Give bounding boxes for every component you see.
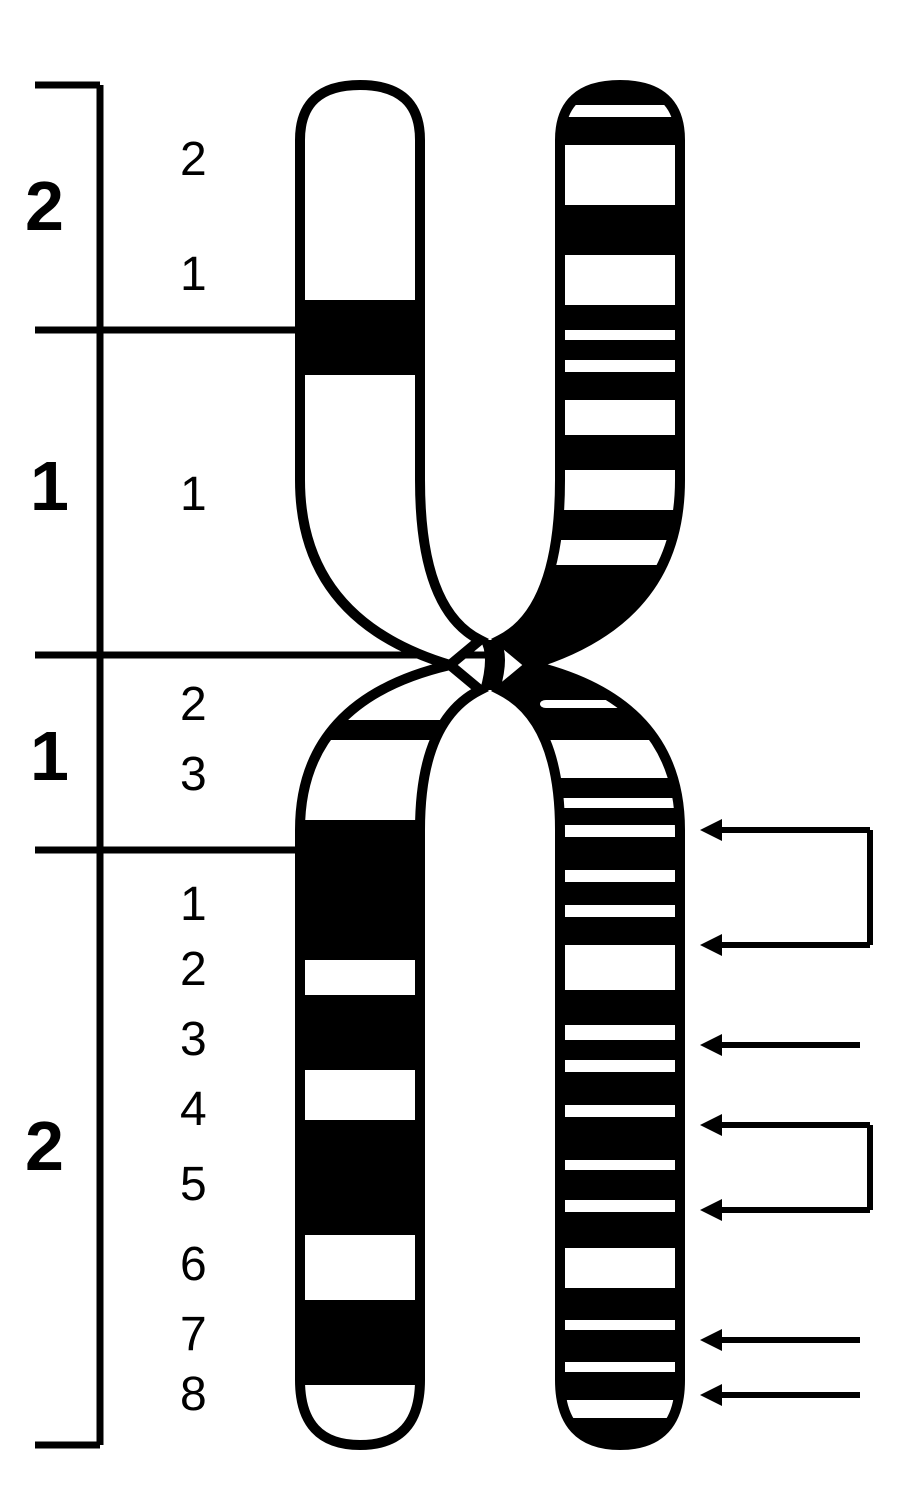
arrow-head-icon — [700, 1199, 722, 1221]
arrow-head-icon — [700, 1384, 722, 1406]
band-label: 2 — [180, 678, 207, 731]
centromere — [480, 640, 505, 690]
left-q-arm — [280, 665, 500, 1445]
right-p-arm — [500, 85, 700, 665]
arrow-head-icon — [700, 1329, 722, 1351]
left-p-band — [280, 300, 480, 375]
band-label: 3 — [180, 748, 207, 801]
band-label: 2 — [180, 133, 207, 186]
left-q-band — [280, 720, 500, 740]
region-label: 1 — [30, 447, 69, 525]
band-label: 4 — [180, 1083, 207, 1136]
left-q-band — [280, 1300, 500, 1385]
left-q-band — [280, 1120, 500, 1235]
left-p-arm — [280, 85, 480, 665]
band-label: 8 — [180, 1368, 207, 1421]
band-label: 6 — [180, 1238, 207, 1291]
left-q-band — [280, 995, 500, 1070]
region-label: 2 — [25, 167, 64, 245]
arrow-head-icon — [700, 934, 722, 956]
band-label: 1 — [180, 248, 207, 301]
band-label: 1 — [180, 468, 207, 521]
band-label: 7 — [180, 1308, 207, 1361]
region-label: 2 — [25, 1107, 64, 1185]
arrow-head-icon — [700, 1034, 722, 1056]
arrow-head-icon — [700, 1114, 722, 1136]
left-q-band — [280, 820, 500, 960]
band-label: 2 — [180, 943, 207, 996]
region-label: 1 — [30, 717, 69, 795]
band-label: 3 — [180, 1013, 207, 1066]
arrow-head-icon — [700, 819, 722, 841]
band-label: 1 — [180, 878, 207, 931]
band-label: 5 — [180, 1158, 207, 1211]
